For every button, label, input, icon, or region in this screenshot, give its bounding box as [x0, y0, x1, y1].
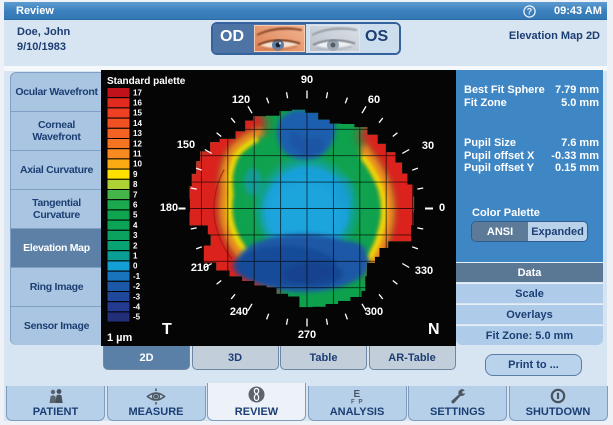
svg-text:9: 9	[133, 170, 138, 179]
svg-text:7: 7	[133, 190, 138, 199]
svg-text:-3: -3	[133, 292, 141, 301]
svg-text:8: 8	[133, 180, 138, 189]
svg-text:270: 270	[298, 329, 316, 341]
svg-text:1: 1	[133, 252, 138, 261]
svg-text:300: 300	[365, 306, 383, 318]
svg-text:P: P	[359, 400, 363, 405]
svg-text:90: 90	[301, 74, 313, 86]
svg-text:5: 5	[133, 211, 138, 220]
svg-text:30: 30	[422, 140, 434, 152]
svg-text:180: 180	[160, 202, 178, 214]
svg-text:10: 10	[133, 160, 142, 169]
svg-text:330: 330	[415, 265, 433, 277]
svg-text:-4: -4	[133, 303, 141, 312]
svg-text:15: 15	[133, 109, 142, 118]
svg-text:F: F	[351, 400, 355, 405]
svg-text:3: 3	[133, 231, 138, 240]
svg-text:1 µm: 1 µm	[107, 332, 133, 344]
svg-text:?: ?	[527, 7, 533, 17]
svg-text:210: 210	[191, 262, 209, 274]
svg-text:E: E	[354, 389, 361, 400]
svg-text:12: 12	[133, 139, 142, 148]
svg-text:240: 240	[230, 306, 248, 318]
svg-text:4: 4	[133, 221, 138, 230]
svg-text:11: 11	[133, 150, 142, 159]
svg-text:0: 0	[133, 262, 138, 271]
svg-text:-2: -2	[133, 282, 141, 291]
svg-text:-1: -1	[133, 272, 141, 281]
svg-text:60: 60	[368, 94, 380, 106]
svg-text:13: 13	[133, 129, 142, 138]
svg-text:2: 2	[133, 241, 138, 250]
svg-text:6: 6	[133, 201, 138, 210]
svg-text:T: T	[162, 321, 172, 338]
svg-text:17: 17	[133, 88, 142, 97]
svg-text:-5: -5	[133, 313, 141, 322]
svg-text:150: 150	[177, 139, 195, 151]
svg-text:N: N	[428, 321, 440, 338]
svg-text:14: 14	[133, 119, 142, 128]
svg-text:16: 16	[133, 99, 142, 108]
svg-text:0: 0	[439, 202, 445, 214]
svg-text:120: 120	[232, 94, 250, 106]
svg-text:Standard palette: Standard palette	[107, 76, 186, 87]
